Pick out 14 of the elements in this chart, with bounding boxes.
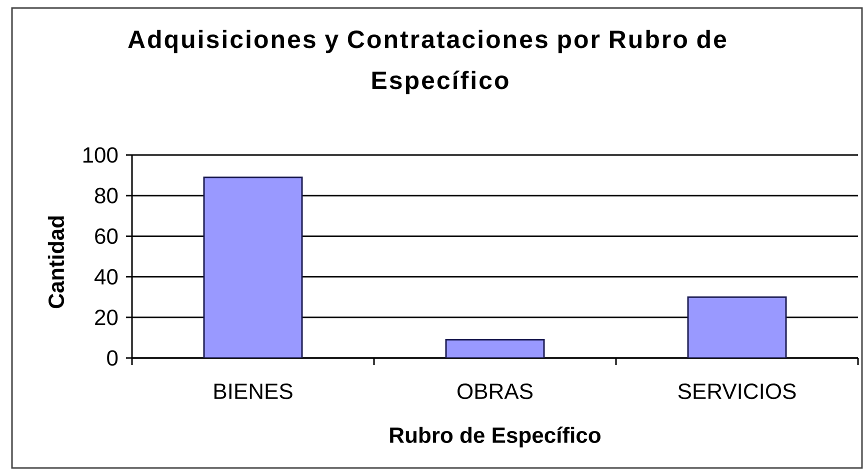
y-axis-title: Cantidad: [48, 216, 64, 308]
y-tick-label: 40: [94, 269, 118, 285]
x-tick-label: OBRAS: [458, 384, 533, 400]
y-tick-label: 100: [83, 147, 118, 163]
chart-title: Adquisiciones y Contrataciones por Rubro de Específico: [128, 30, 726, 94]
y-tick-label: 0: [107, 350, 118, 366]
x-axis-title: Rubro de Específico: [390, 426, 600, 448]
bar: [203, 176, 303, 358]
y-tick-label: 20: [95, 310, 118, 326]
bar: [687, 296, 787, 358]
y-tick-label: 60: [95, 228, 118, 244]
x-tick-label: SERVICIOS: [678, 384, 796, 400]
y-tick-label: 80: [94, 188, 118, 204]
x-tick-label: BIENES: [214, 384, 292, 400]
